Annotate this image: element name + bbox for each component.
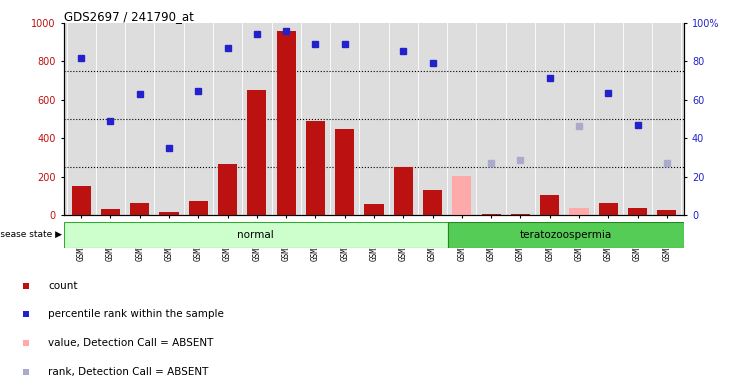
- Bar: [188, 200, 208, 215]
- Bar: [101, 209, 120, 215]
- Text: percentile rank within the sample: percentile rank within the sample: [48, 310, 224, 319]
- Bar: [64, 222, 448, 248]
- Bar: [511, 214, 530, 215]
- Bar: [569, 208, 589, 215]
- Bar: [482, 214, 500, 215]
- Bar: [159, 212, 179, 215]
- Bar: [393, 167, 413, 215]
- Text: GDS2697 / 241790_at: GDS2697 / 241790_at: [64, 10, 194, 23]
- Bar: [598, 203, 618, 215]
- Bar: [248, 90, 266, 215]
- Text: count: count: [48, 281, 78, 291]
- Text: teratozoospermia: teratozoospermia: [520, 230, 613, 240]
- Bar: [540, 195, 560, 215]
- Bar: [277, 31, 295, 215]
- Text: normal: normal: [237, 230, 274, 240]
- Bar: [364, 204, 384, 215]
- Bar: [453, 176, 471, 215]
- Text: value, Detection Call = ABSENT: value, Detection Call = ABSENT: [48, 338, 214, 348]
- Bar: [448, 222, 684, 248]
- Bar: [306, 121, 325, 215]
- Bar: [423, 190, 442, 215]
- Bar: [628, 208, 647, 215]
- Bar: [72, 186, 91, 215]
- Bar: [569, 209, 589, 215]
- Text: rank, Detection Call = ABSENT: rank, Detection Call = ABSENT: [48, 367, 209, 377]
- Bar: [218, 164, 237, 215]
- Bar: [453, 214, 471, 215]
- Bar: [657, 210, 676, 215]
- Bar: [335, 129, 355, 215]
- Text: disease state ▶: disease state ▶: [0, 230, 61, 239]
- Bar: [130, 203, 150, 215]
